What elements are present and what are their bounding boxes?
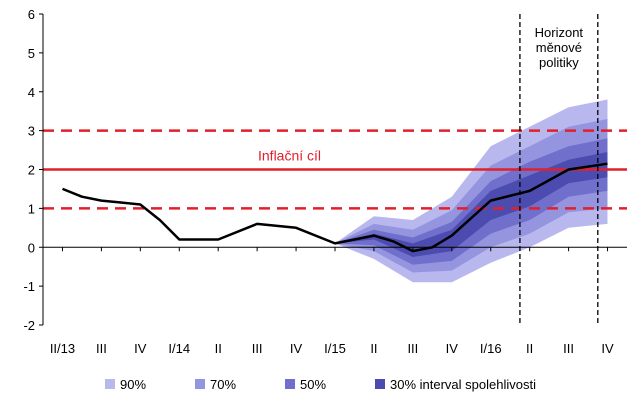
y-tick-label: 5 [28,46,35,61]
x-tick-label: II [526,341,533,356]
y-tick-label: 2 [28,163,35,178]
x-tick-label: II [370,341,377,356]
horizon-label: měnové [536,40,582,55]
y-tick-label: -1 [23,279,35,294]
inflation-target: Inflační cíl [43,129,627,210]
x-tick-label: II [215,341,222,356]
x-tick-label: II/13 [50,341,75,356]
y-tick-label: -2 [23,318,35,333]
legend-swatch [105,379,115,389]
x-tick-label: III [563,341,574,356]
x-tick-label: IV [134,341,147,356]
fan-band-1 [335,119,608,273]
y-tick-label: 3 [28,124,35,139]
inflation-line [62,162,608,253]
legend-label: 90% [120,377,146,392]
x-tick-label: IV [601,341,614,356]
target-label: Inflační cíl [258,148,321,164]
legend-label: 70% [210,377,236,392]
x-tick-label: I/14 [168,341,190,356]
y-tick-label: 6 [28,7,35,22]
fan-band-3 [335,152,608,257]
x-tick-label: IV [290,341,303,356]
legend: 90% 70% 50% 30% interval spolehlivosti [105,377,536,392]
x-tick-label: I/16 [480,341,502,356]
y-tick-label: 0 [28,240,35,255]
horizon-label: politiky [539,55,579,70]
y-tick-label: 4 [28,85,35,100]
x-tick-label: III [96,341,107,356]
x-tick-label: IV [446,341,459,356]
legend-label: 30% interval spolehlivosti [390,377,536,392]
x-tick-label: III [252,341,263,356]
legend-swatch [285,379,295,389]
horizon-label: Horizont [535,25,584,40]
legend-swatch [375,379,385,389]
actual-inflation [62,162,608,253]
y-tick-label: 1 [28,201,35,216]
fan-bands [335,99,608,283]
x-tick-label: III [407,341,418,356]
legend-swatch [195,379,205,389]
x-tick-label: I/15 [324,341,346,356]
legend-label: 50% [300,377,326,392]
